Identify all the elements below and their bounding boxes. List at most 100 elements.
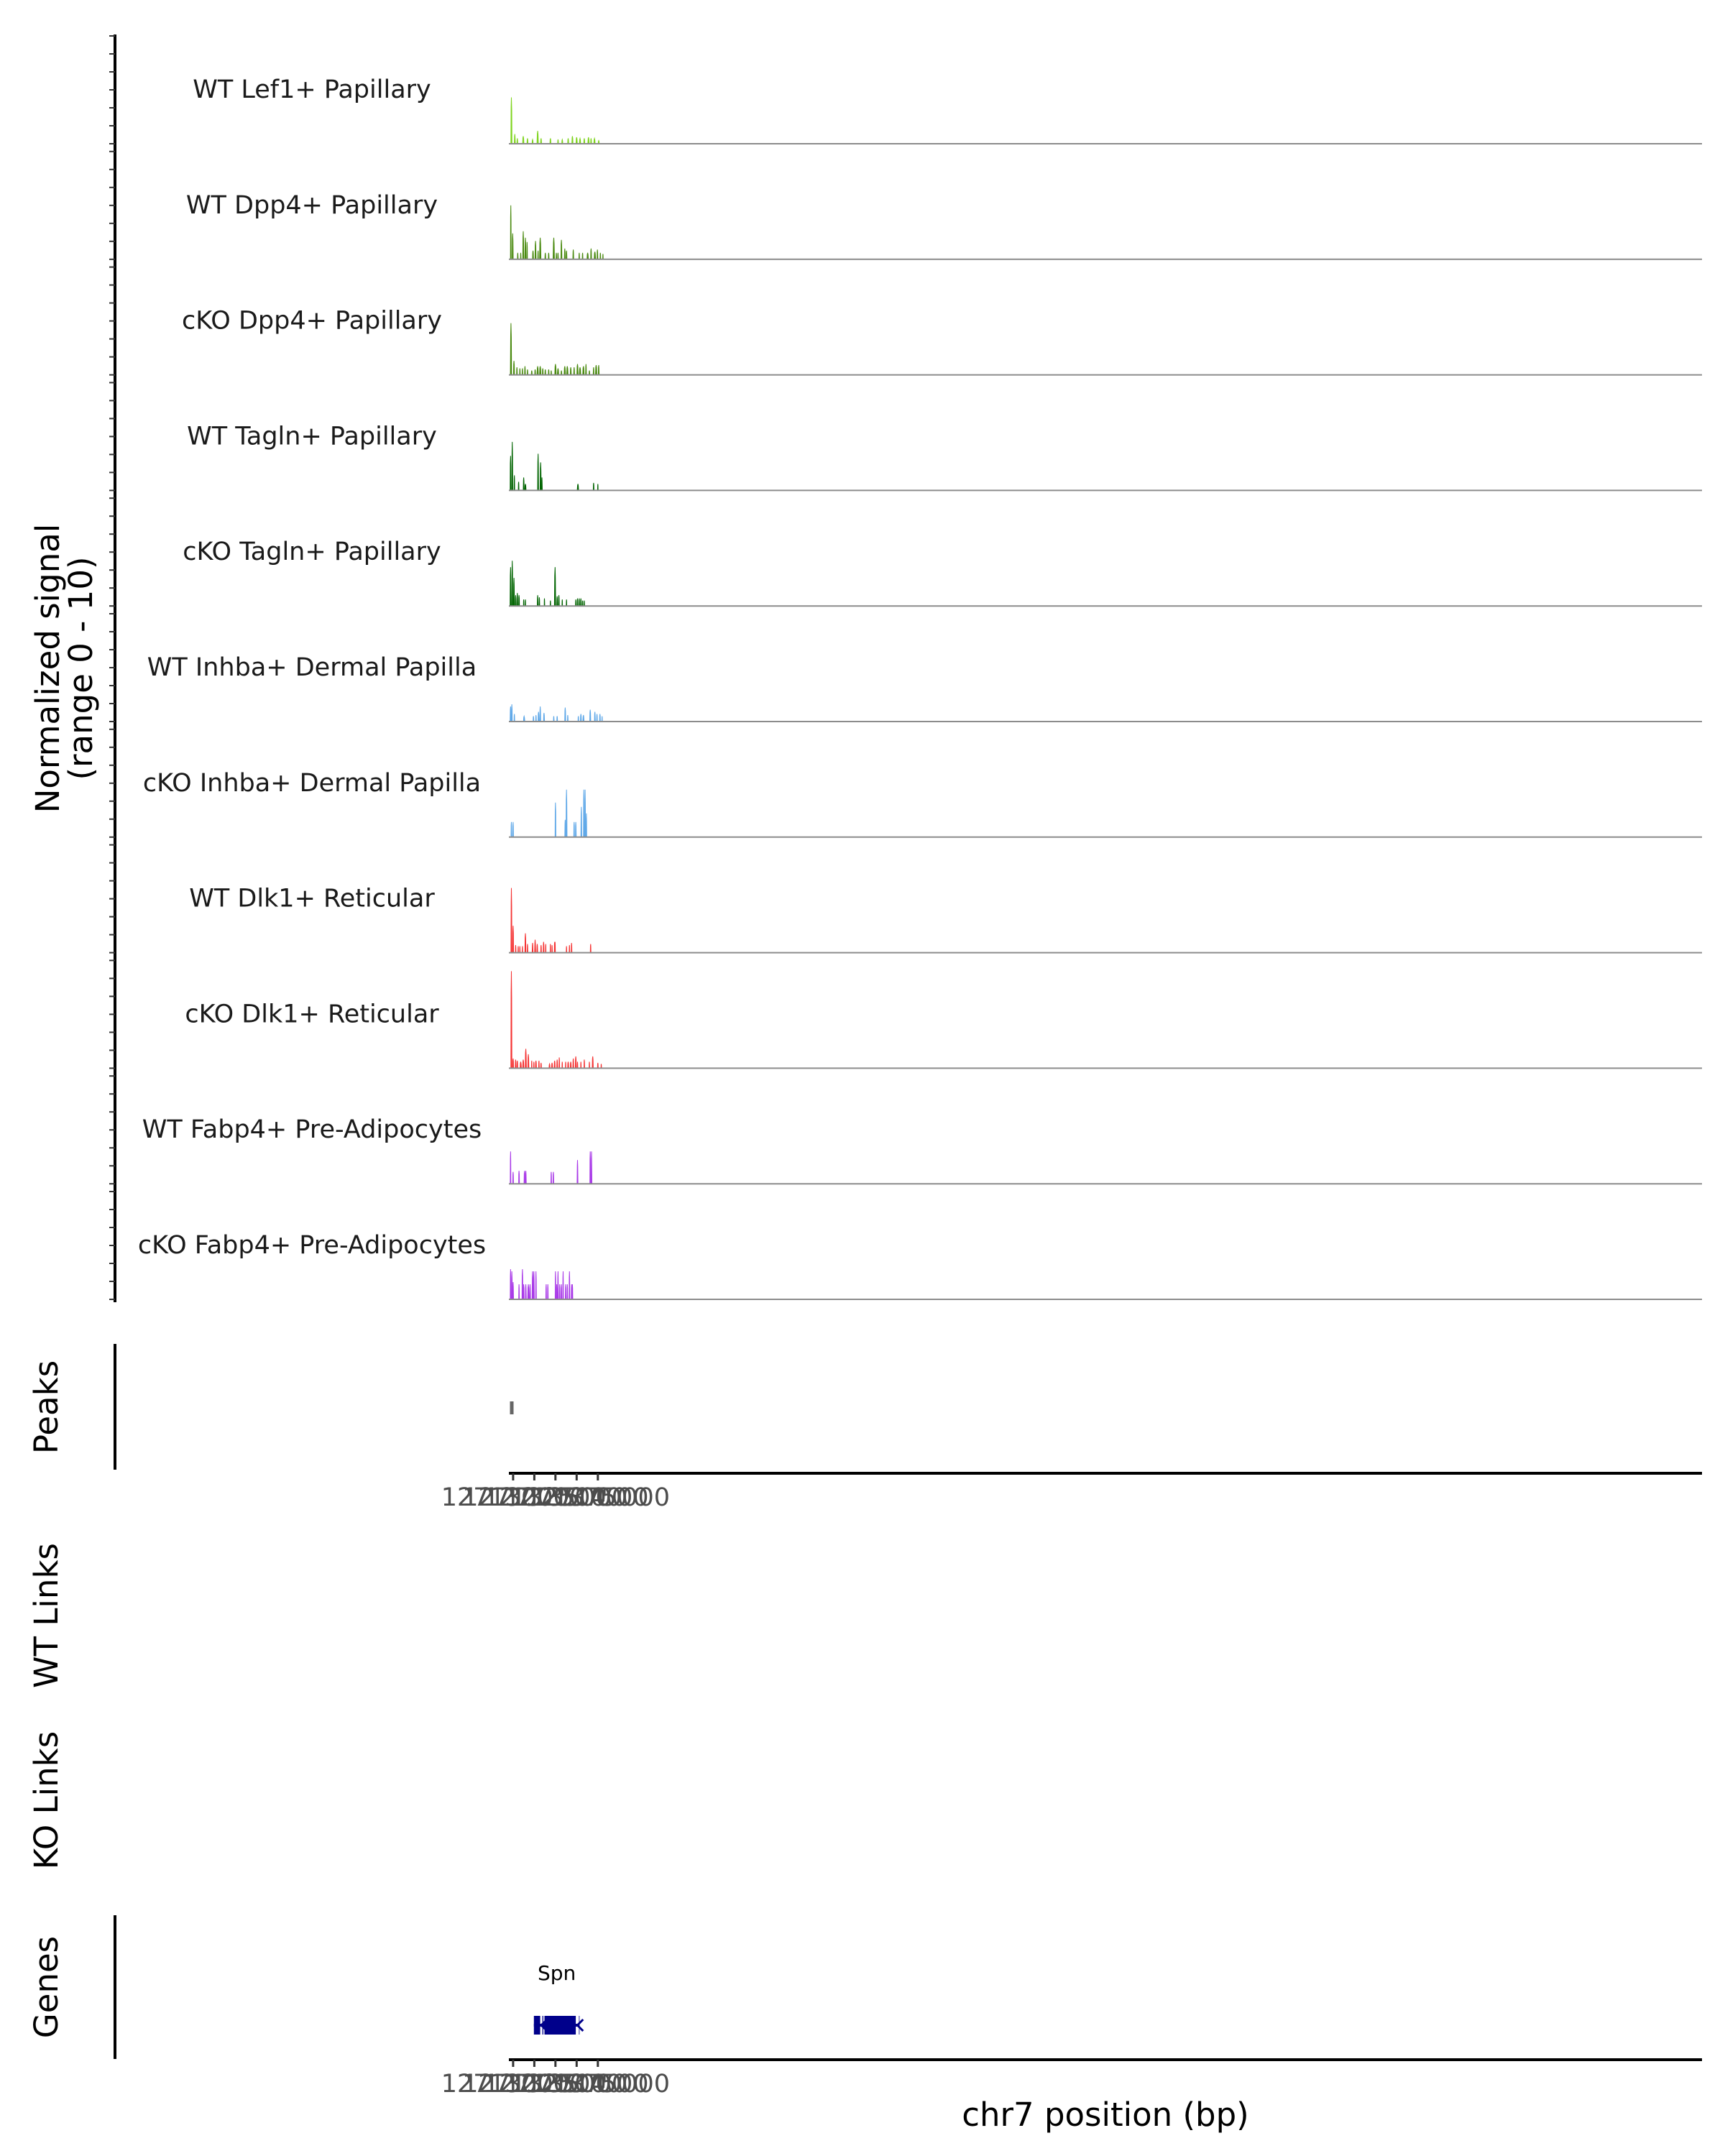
gene-exon: [544, 2016, 576, 2035]
coverage-peak: [533, 1271, 535, 1300]
coverage-peak: [597, 249, 599, 260]
coverage-peak: [544, 252, 546, 260]
coverage-peak: [540, 138, 543, 144]
coverage-peak: [558, 595, 560, 607]
gene-exon: [579, 2016, 580, 2035]
coverage-peak: [569, 367, 572, 376]
coverage-peak: [510, 567, 512, 607]
coverage-peak: [533, 716, 535, 722]
coverage-peak: [535, 714, 537, 722]
coverage-peak: [518, 1284, 520, 1300]
coverage-peak: [561, 1061, 564, 1069]
coverage-peak: [590, 1151, 593, 1184]
coverage-peak: [553, 1060, 556, 1069]
gene-exon: [533, 2016, 540, 2035]
coverage-peak: [562, 1271, 564, 1300]
track-label: WT Fabp4+ Pre-Adipocytes: [142, 1115, 482, 1144]
coverage-peak: [566, 599, 568, 607]
peak-regions: [510, 1401, 514, 1414]
coverage-peak: [526, 138, 529, 144]
coverage-peak: [512, 578, 515, 607]
coverage-peak: [574, 1056, 577, 1069]
coverage-peak: [593, 137, 596, 144]
coverage-peak: [556, 252, 558, 260]
peaks-x-ticks: 1271300001271325001271350001271375001271…: [441, 1473, 670, 1512]
track-label: cKO Tagln+ Papillary: [183, 538, 441, 566]
coverage-track: cKO Dlk1+ Reticular: [185, 971, 1702, 1069]
coverage-peak: [575, 137, 578, 144]
coverage-peak: [561, 1284, 563, 1300]
coverage-peak: [556, 716, 558, 722]
coverage-peak: [536, 944, 538, 954]
genes-x-ticks: 1271300001271325001271350001271375001271…: [441, 2060, 670, 2099]
coverage-peak: [518, 1171, 520, 1184]
coverage-peak: [518, 482, 520, 491]
coverage-peak: [513, 714, 515, 722]
coverage-peak: [589, 1151, 592, 1184]
coverage-peak: [520, 252, 522, 260]
x-tick-label: 127130000: [441, 2070, 585, 2099]
coverage-peak: [536, 366, 539, 376]
coverage-peak: [538, 711, 540, 722]
coverage-peak: [525, 599, 526, 607]
coverage-peak: [510, 205, 512, 260]
coverage-peak: [571, 943, 573, 954]
coverage-peak: [510, 821, 512, 838]
coverage-peak: [597, 365, 600, 376]
coverage-peak: [564, 366, 566, 376]
coverage-peak: [550, 1171, 552, 1184]
track-label: cKO Dlk1+ Reticular: [185, 1000, 439, 1028]
coverage-peak: [521, 1268, 524, 1300]
coverage-peak: [567, 138, 569, 144]
coverage-peak: [564, 707, 566, 722]
coverage-peak: [566, 1284, 569, 1300]
peaks-title: Peaks: [27, 1360, 65, 1454]
x-tick-label: 127137500: [505, 2070, 648, 2099]
coverage-peak: [523, 714, 525, 722]
coverage-peak: [535, 1271, 537, 1300]
coverage-peak: [584, 789, 586, 838]
genes-title: Genes: [27, 1936, 65, 2038]
coverage-peak: [594, 252, 597, 260]
coverage-track: WT Lef1+ Papillary: [193, 75, 1702, 144]
coverage-peak: [525, 1171, 527, 1184]
coverage-peak: [543, 712, 546, 722]
coverage-peak: [515, 945, 517, 954]
coverage-peak: [590, 248, 592, 260]
coverage-peak: [510, 456, 512, 491]
coverage-peak: [551, 945, 553, 954]
x-tick-label: 127140000: [526, 2070, 670, 2099]
coverage-peak: [544, 369, 546, 376]
coverage-y-ticks: [109, 35, 115, 1300]
track-label: WT Dlk1+ Reticular: [189, 885, 435, 913]
coverage-panel: WT Lef1+ Papillary WT Dpp4+ Papillary cKO …: [29, 34, 1702, 1302]
coverage-track: cKO Inhba+ Dermal Papilla: [143, 769, 1702, 838]
coverage-peak: [510, 1151, 512, 1184]
coverage-peak: [564, 248, 566, 260]
coverage-peak: [516, 1060, 518, 1069]
coverage-peak: [512, 821, 514, 838]
coverage-peak: [569, 1061, 572, 1069]
x-tick-label: 127137500: [505, 1483, 648, 1512]
coverage-peak: [530, 1060, 533, 1069]
coverage-peak: [569, 1271, 571, 1300]
track-label: cKO Fabp4+ Pre-Adipocytes: [138, 1231, 486, 1260]
coverage-peak: [531, 943, 534, 954]
x-tick-label: 127132500: [462, 2070, 606, 2099]
x-tick-label: 127132500: [462, 1483, 606, 1512]
strand-arrow-icon: [539, 2018, 548, 2032]
coverage-peak: [599, 714, 601, 722]
track-label: WT Inhba+ Dermal Papilla: [147, 653, 477, 682]
coverage-peak: [512, 1058, 515, 1069]
track-label: WT Tagln+ Papillary: [187, 422, 437, 451]
coverage-peak: [581, 600, 584, 607]
coverage-track: WT Dpp4+ Papillary: [186, 191, 1702, 260]
coverage-peak: [592, 367, 595, 376]
coverage-track: cKO Dpp4+ Papillary: [182, 307, 1702, 376]
coverage-peak: [521, 368, 523, 376]
strand-arrow-icon: [542, 2018, 551, 2032]
coverage-peak: [516, 593, 518, 607]
coverage-peak: [566, 946, 568, 954]
coverage-y-title-line1: Normalized signal: [29, 524, 67, 814]
coverage-peak: [548, 369, 550, 376]
